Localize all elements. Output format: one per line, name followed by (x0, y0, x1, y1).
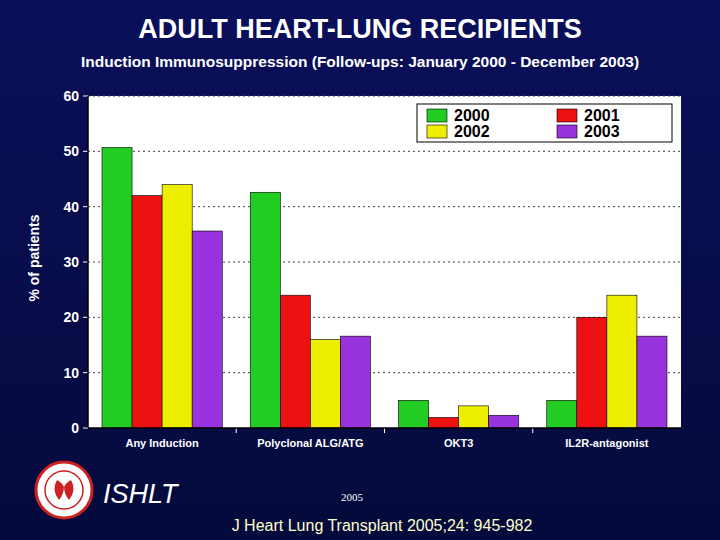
bar (399, 400, 429, 428)
citation: J Heart Lung Transplant 2005;24: 945-982 (232, 517, 533, 534)
bar (607, 295, 637, 428)
legend-swatch (557, 109, 577, 122)
tick-label: 50 (63, 143, 79, 159)
grid-line (88, 151, 681, 152)
legend: 2000 2001 2002 2003 (417, 104, 672, 142)
logo-inner (45, 471, 83, 509)
grid-line (88, 96, 681, 97)
bar (429, 417, 459, 428)
legend-label: 2003 (584, 123, 620, 140)
subtitle: Induction Immunosuppression (Follow-ups:… (81, 53, 639, 70)
plot-area (88, 96, 681, 428)
bar (162, 185, 192, 428)
bar (280, 295, 310, 428)
tick-label: 20 (63, 309, 79, 325)
tick-label: 0 (71, 420, 79, 436)
tick-label: 40 (63, 199, 79, 215)
y-axis-label: % of patients (26, 214, 42, 301)
y-axis (87, 96, 89, 428)
category-label: IL2R-antagonist (565, 437, 648, 449)
bar (132, 196, 162, 428)
tick-label: 60 (63, 88, 79, 104)
legend-swatch (557, 125, 577, 138)
bar (102, 147, 132, 428)
legend-label: 2001 (584, 107, 620, 124)
legend-swatch (427, 125, 447, 138)
bar (310, 339, 340, 428)
bars (102, 147, 667, 428)
x-axis (88, 427, 681, 429)
chart-root: ADULT HEART-LUNG RECIPIENTS Induction Imm… (0, 0, 720, 540)
logo-ring (36, 462, 92, 518)
bar (340, 336, 370, 428)
category-label: Any Induction (125, 437, 199, 449)
bar (489, 415, 519, 428)
year: 2005 (341, 491, 364, 503)
bar (577, 317, 607, 428)
bar (250, 192, 280, 428)
legend-box (417, 104, 672, 142)
chart: ADULT HEART-LUNG RECIPIENTS Induction Imm… (0, 0, 720, 540)
bar (192, 231, 222, 428)
bar (459, 406, 489, 428)
bar (637, 336, 667, 428)
organization: ISHLT (103, 479, 180, 509)
legend-label: 2000 (454, 107, 490, 124)
legend-swatch (427, 109, 447, 122)
logo (36, 462, 92, 518)
title: ADULT HEART-LUNG RECIPIENTS (138, 14, 582, 44)
bar (547, 400, 577, 428)
tick-label: 10 (63, 365, 79, 381)
logo-mark (54, 480, 73, 500)
category-label: OKT3 (444, 437, 473, 449)
legend-label: 2002 (454, 123, 490, 140)
category-label: Polyclonal ALG/ATG (257, 437, 363, 449)
tick-label: 30 (63, 254, 79, 270)
